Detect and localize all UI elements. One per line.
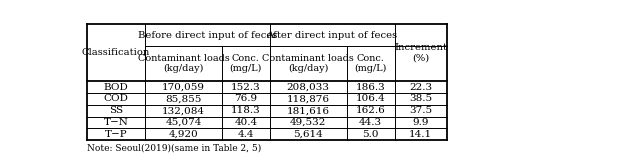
Text: BOD: BOD xyxy=(104,83,128,92)
Text: Contaminant loads
(kg/day): Contaminant loads (kg/day) xyxy=(138,54,230,73)
Text: 9.9: 9.9 xyxy=(413,118,429,127)
Text: 162.6: 162.6 xyxy=(356,106,386,115)
Text: 118.3: 118.3 xyxy=(231,106,260,115)
Text: 4,920: 4,920 xyxy=(169,130,198,139)
Text: SS: SS xyxy=(109,106,123,115)
Text: 118,876: 118,876 xyxy=(287,95,330,104)
Text: Increment
(%): Increment (%) xyxy=(394,43,447,62)
Text: 4.4: 4.4 xyxy=(238,130,254,139)
Text: 5,614: 5,614 xyxy=(293,130,323,139)
Text: Contaminant loads
(kg/day): Contaminant loads (kg/day) xyxy=(262,54,354,73)
Text: Conc.
(mg/L): Conc. (mg/L) xyxy=(230,54,262,73)
Text: 45,074: 45,074 xyxy=(165,118,202,127)
Text: Before direct input of feces: Before direct input of feces xyxy=(138,31,277,40)
Text: 208,033: 208,033 xyxy=(287,83,330,92)
Text: 181,616: 181,616 xyxy=(287,106,330,115)
Text: 37.5: 37.5 xyxy=(409,106,432,115)
Text: Classification: Classification xyxy=(82,48,150,57)
Text: 170,059: 170,059 xyxy=(162,83,205,92)
Text: 85,855: 85,855 xyxy=(165,95,202,104)
Text: 76.9: 76.9 xyxy=(234,95,257,104)
Text: T−N: T−N xyxy=(104,118,128,127)
Text: 186.3: 186.3 xyxy=(356,83,386,92)
Text: 38.5: 38.5 xyxy=(409,95,432,104)
Text: 106.4: 106.4 xyxy=(356,95,386,104)
Text: 152.3: 152.3 xyxy=(231,83,260,92)
Text: 132,084: 132,084 xyxy=(162,106,205,115)
Text: 40.4: 40.4 xyxy=(234,118,257,127)
Text: 49,532: 49,532 xyxy=(290,118,326,127)
Text: 44.3: 44.3 xyxy=(359,118,382,127)
Text: After direct input of feces: After direct input of feces xyxy=(267,31,398,40)
Text: Conc.
(mg/L): Conc. (mg/L) xyxy=(354,54,387,73)
Text: Note: Seoul(2019)(same in Table 2, 5): Note: Seoul(2019)(same in Table 2, 5) xyxy=(87,143,262,152)
Text: 22.3: 22.3 xyxy=(409,83,432,92)
Text: 5.0: 5.0 xyxy=(362,130,379,139)
Text: COD: COD xyxy=(104,95,128,104)
Text: T−P: T−P xyxy=(105,130,128,139)
Text: 14.1: 14.1 xyxy=(409,130,432,139)
